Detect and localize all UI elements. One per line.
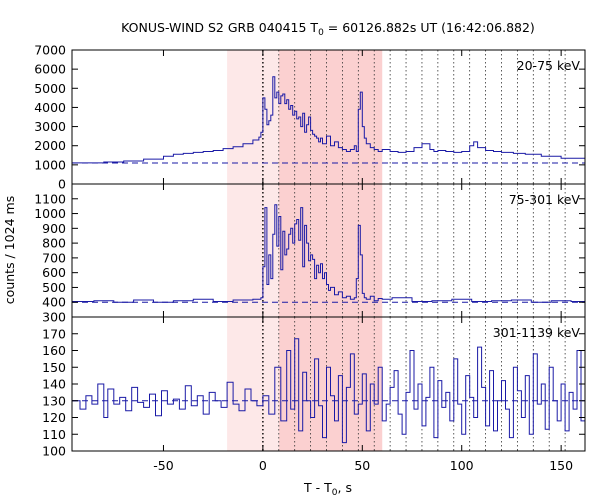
y-tick-label: 6000 [34,62,66,77]
y-tick-label: 5000 [34,81,66,96]
y-tick-label: 900 [42,221,66,236]
y-tick-label: 2000 [34,138,66,153]
x-tick-label: -50 [153,458,173,473]
x-axis-label-sub: 0 [332,488,338,498]
y-tick-label: 1100 [34,191,66,206]
x-tick-label: 0 [259,458,267,473]
chart-title-prefix: KONUS-WIND S2 GRB 040415 T [121,20,318,35]
y-tick-label: 600 [42,265,66,280]
lightcurve-series [72,338,585,444]
y-tick-label: 7000 [34,43,66,58]
y-tick-label: 150 [42,360,66,375]
x-tick-label: 50 [354,458,370,473]
y-tick-label: 130 [42,393,66,408]
x-tick-label: 150 [549,458,573,473]
y-tick-label: 1000 [34,157,66,172]
y-tick-label: 400 [42,295,66,310]
y-tick-label: 300 [42,310,66,325]
shaded-interval-2 [278,50,383,184]
y-tick-label: 3000 [34,119,66,134]
y-tick-label: 160 [42,343,66,358]
lightcurve-series [72,204,586,303]
y-tick-label: 1000 [34,206,66,221]
x-axis-label-prefix: T - T [303,480,332,495]
x-axis-label: T - T0, s [303,480,352,498]
chart-title-suffix: = 60126.882s UT (16:42:06.882) [324,20,535,35]
x-tick-label: 100 [450,458,474,473]
y-axis-label: counts / 1024 ms [2,196,17,304]
y-tick-label: 140 [42,377,66,392]
lightcurve-series [72,76,586,164]
x-axis-label-suffix: , s [338,480,352,495]
chart-title: KONUS-WIND S2 GRB 040415 T0 = 60126.882s… [121,20,535,38]
chart-title-sub: 0 [318,28,324,38]
y-tick-label: 120 [42,410,66,425]
panel-energy-label: 20-75 keV [517,58,581,73]
y-tick-label: 700 [42,250,66,265]
y-tick-label: 500 [42,280,66,295]
panel-energy-label: 301-1139 keV [493,325,581,340]
y-tick-label: 100 [42,444,66,459]
y-tick-label: 170 [42,326,66,341]
y-tick-label: 800 [42,236,66,251]
panel-energy-label: 75-301 keV [509,192,581,207]
shaded-interval-2 [278,184,383,317]
panel-1: 0 1000 2000 3000 4000 5000 6000 7000 20-75 keV [34,43,586,192]
y-tick-label: 0 [58,177,66,192]
y-tick-label: 4000 [34,100,66,115]
y-tick-label: 110 [42,427,66,442]
